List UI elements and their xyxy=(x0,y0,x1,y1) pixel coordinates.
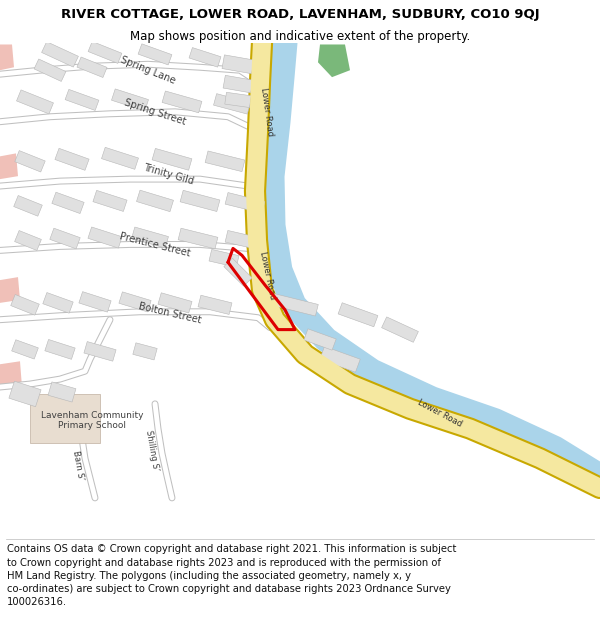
Text: Lavenham Community
Primary School: Lavenham Community Primary School xyxy=(41,411,143,431)
Bar xyxy=(48,382,76,402)
Text: Spring Street: Spring Street xyxy=(123,97,187,126)
Bar xyxy=(34,59,66,81)
Polygon shape xyxy=(30,394,100,444)
Bar xyxy=(205,151,245,172)
Bar xyxy=(50,228,80,249)
Bar xyxy=(338,302,378,327)
Bar xyxy=(158,292,192,313)
Bar xyxy=(138,44,172,65)
Bar xyxy=(11,294,40,315)
Bar xyxy=(214,94,250,114)
Bar xyxy=(224,258,252,286)
Bar xyxy=(15,151,45,172)
Bar xyxy=(225,192,265,213)
Bar xyxy=(79,292,111,312)
Bar xyxy=(17,90,53,114)
Bar xyxy=(152,148,192,170)
Bar xyxy=(93,191,127,211)
Text: Lower Road: Lower Road xyxy=(259,87,275,137)
Bar xyxy=(119,292,151,312)
Bar xyxy=(222,55,254,74)
Bar xyxy=(223,76,253,93)
Text: Prentice Street: Prentice Street xyxy=(119,231,191,258)
Bar xyxy=(225,231,265,251)
Bar xyxy=(14,196,43,216)
Bar xyxy=(45,339,75,359)
Bar xyxy=(272,294,318,316)
Polygon shape xyxy=(0,277,20,303)
Bar xyxy=(55,148,89,171)
Bar xyxy=(180,190,220,211)
Text: Barn S’: Barn S’ xyxy=(71,449,85,481)
Text: Lower Road: Lower Road xyxy=(259,250,277,300)
Bar xyxy=(162,91,202,112)
Bar xyxy=(11,340,38,359)
Text: Contains OS data © Crown copyright and database right 2021. This information is : Contains OS data © Crown copyright and d… xyxy=(7,544,457,608)
Text: Shilling S’: Shilling S’ xyxy=(144,429,160,471)
Text: RIVER COTTAGE, LOWER ROAD, LAVENHAM, SUDBURY, CO10 9QJ: RIVER COTTAGE, LOWER ROAD, LAVENHAM, SUD… xyxy=(61,8,539,21)
Bar xyxy=(382,317,418,342)
Text: Spring Lane: Spring Lane xyxy=(119,54,177,86)
Bar xyxy=(41,42,79,67)
Bar xyxy=(133,343,157,360)
Bar xyxy=(43,292,73,313)
Bar xyxy=(225,92,251,108)
Bar xyxy=(131,227,169,248)
Bar xyxy=(88,227,122,248)
Bar xyxy=(84,342,116,361)
Text: Lower Road: Lower Road xyxy=(416,398,464,429)
Bar xyxy=(88,41,122,63)
Text: Trinity Gild: Trinity Gild xyxy=(142,162,194,186)
Bar xyxy=(52,192,84,214)
Bar xyxy=(14,231,41,251)
Bar xyxy=(77,57,107,78)
Bar xyxy=(189,48,221,67)
Polygon shape xyxy=(0,361,22,389)
Bar xyxy=(320,346,360,372)
Bar xyxy=(112,89,148,111)
Bar xyxy=(198,295,232,314)
Polygon shape xyxy=(318,44,350,77)
Text: Bolton Street: Bolton Street xyxy=(137,302,202,326)
Bar xyxy=(9,381,41,407)
Polygon shape xyxy=(0,153,18,179)
Polygon shape xyxy=(0,44,14,70)
Bar xyxy=(304,329,336,350)
Text: Map shows position and indicative extent of the property.: Map shows position and indicative extent… xyxy=(130,30,470,42)
Bar xyxy=(65,89,99,111)
Bar xyxy=(178,228,218,249)
Bar xyxy=(137,190,173,212)
Bar xyxy=(101,148,139,169)
Bar xyxy=(209,249,239,268)
